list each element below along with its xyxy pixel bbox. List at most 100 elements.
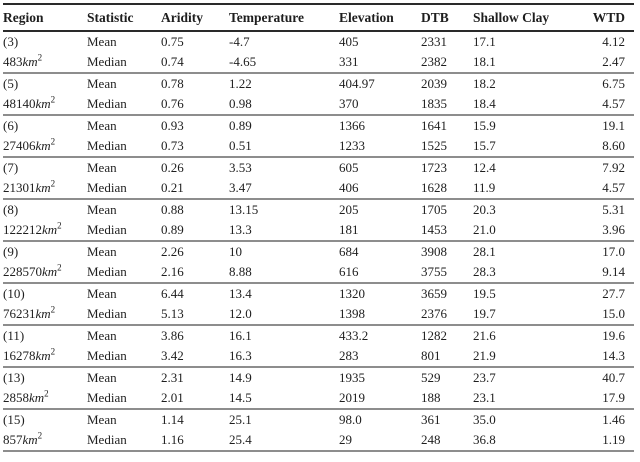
aridity-cell: 2.01 xyxy=(161,390,184,405)
elevation-cell: 1233 xyxy=(339,138,365,153)
wtd-cell: 19.6 xyxy=(579,324,634,346)
area-unit: km xyxy=(22,432,38,447)
dtb-cell: 1282 xyxy=(421,324,473,346)
area-unit: km xyxy=(42,222,58,237)
statistic-cell: Median xyxy=(87,306,127,321)
region-id-cell: (5) xyxy=(3,72,87,94)
dtb-cell: 1641 xyxy=(421,114,473,136)
elevation-cell: 283 xyxy=(339,348,359,363)
table-row: 483km2 Median 0.74 -4.65 331 2382 18.1 2… xyxy=(3,52,634,73)
area-value: 2858 xyxy=(3,390,29,405)
wtd-cell: 8.60 xyxy=(602,138,625,153)
aridity-cell: 0.88 xyxy=(161,198,229,220)
shallow-clay-cell: 35.0 xyxy=(473,408,579,430)
temperature-cell: 13.3 xyxy=(229,222,252,237)
shallow-clay-cell: 21.0 xyxy=(473,222,496,237)
elevation-cell: 684 xyxy=(339,240,421,262)
statistic-cell: Median xyxy=(87,432,127,447)
statistic-cell: Median xyxy=(87,54,127,69)
table-row: (13) Mean 2.31 14.9 1935 529 23.7 40.7 xyxy=(3,366,634,388)
table-row: (6) Mean 0.93 0.89 1366 1641 15.9 19.1 xyxy=(3,114,634,136)
elevation-cell: 1366 xyxy=(339,114,421,136)
region-area-cell: 76231km2 xyxy=(3,304,87,325)
wtd-cell: 6.75 xyxy=(579,72,634,94)
statistic-cell: Median xyxy=(87,96,127,111)
aridity-cell: 2.16 xyxy=(161,264,184,279)
aridity-cell: 6.44 xyxy=(161,282,229,304)
column-header-temperature: Temperature xyxy=(229,4,339,32)
wtd-cell: 5.31 xyxy=(579,198,634,220)
statistic-cell: Median xyxy=(87,390,127,405)
area-value: 857 xyxy=(3,432,23,447)
area-exponent: 2 xyxy=(37,52,43,63)
region-area-cell: 48140km2 xyxy=(3,94,87,115)
column-header-region: Region xyxy=(3,4,87,32)
statistic-cell: Mean xyxy=(87,324,161,346)
wtd-cell: 7.92 xyxy=(579,156,634,178)
shallow-clay-cell: 11.9 xyxy=(473,180,496,195)
area-value: 228570 xyxy=(3,264,42,279)
dtb-cell: 529 xyxy=(421,366,473,388)
table-row: (5) Mean 0.78 1.22 404.97 2039 18.2 6.75 xyxy=(3,72,634,94)
region-area-cell: 857km2 xyxy=(3,430,87,451)
temperature-cell: 13.4 xyxy=(229,282,339,304)
table-row: (9) Mean 2.26 10 684 3908 28.1 17.0 xyxy=(3,240,634,262)
wtd-cell: 15.0 xyxy=(602,306,625,321)
statistic-cell: Mean xyxy=(87,72,161,94)
statistic-cell: Median xyxy=(87,138,127,153)
elevation-cell: 1935 xyxy=(339,366,421,388)
statistic-cell: Mean xyxy=(87,408,161,430)
aridity-cell: 2.26 xyxy=(161,240,229,262)
temperature-cell: 13.15 xyxy=(229,198,339,220)
wtd-cell: 9.14 xyxy=(602,264,625,279)
temperature-cell: 10 xyxy=(229,240,339,262)
shallow-clay-cell: 20.3 xyxy=(473,198,579,220)
area-exponent: 2 xyxy=(50,178,56,189)
elevation-cell: 29 xyxy=(339,432,352,447)
region-id-cell: (6) xyxy=(3,114,87,136)
region-id-cell: (10) xyxy=(3,282,87,304)
aridity-cell: 5.13 xyxy=(161,306,184,321)
shallow-clay-cell: 23.1 xyxy=(473,390,496,405)
area-exponent: 2 xyxy=(50,346,56,357)
area-unit: km xyxy=(35,138,51,153)
header-row: Region Statistic Aridity Temperature Ele… xyxy=(3,4,634,32)
region-statistics-table: Region Statistic Aridity Temperature Ele… xyxy=(3,3,634,452)
table-row: (11) Mean 3.86 16.1 433.2 1282 21.6 19.6 xyxy=(3,324,634,346)
wtd-cell: 2.47 xyxy=(602,54,625,69)
temperature-cell: 0.89 xyxy=(229,114,339,136)
shallow-clay-cell: 28.3 xyxy=(473,264,496,279)
region-id-cell: (7) xyxy=(3,156,87,178)
region-area-cell: 27406km2 xyxy=(3,136,87,157)
statistic-cell: Mean xyxy=(87,198,161,220)
area-exponent: 2 xyxy=(50,94,56,105)
table-row: (8) Mean 0.88 13.15 205 1705 20.3 5.31 xyxy=(3,198,634,220)
dtb-cell: 361 xyxy=(421,408,473,430)
region-id-cell: (11) xyxy=(3,324,87,346)
aridity-cell: 3.42 xyxy=(161,348,184,363)
wtd-cell: 19.1 xyxy=(579,114,634,136)
statistic-cell: Median xyxy=(87,180,127,195)
wtd-cell: 1.19 xyxy=(602,432,625,447)
wtd-cell: 40.7 xyxy=(579,366,634,388)
area-exponent: 2 xyxy=(50,136,56,147)
temperature-cell: 25.4 xyxy=(229,432,252,447)
dtb-cell: 2039 xyxy=(421,72,473,94)
elevation-cell: 1320 xyxy=(339,282,421,304)
table-row: 857km2 Median 1.16 25.4 29 248 36.8 1.19 xyxy=(3,430,634,451)
elevation-cell: 370 xyxy=(339,96,359,111)
region-area-cell: 483km2 xyxy=(3,52,87,73)
dtb-cell: 801 xyxy=(421,348,441,363)
region-area-cell: 21301km2 xyxy=(3,178,87,199)
statistic-cell: Median xyxy=(87,348,127,363)
temperature-cell: 3.53 xyxy=(229,156,339,178)
aridity-cell: 3.86 xyxy=(161,324,229,346)
wtd-cell: 17.9 xyxy=(602,390,625,405)
shallow-clay-cell: 18.4 xyxy=(473,96,496,111)
aridity-cell: 0.73 xyxy=(161,138,184,153)
elevation-cell: 433.2 xyxy=(339,324,421,346)
dtb-cell: 1723 xyxy=(421,156,473,178)
table-row: 27406km2 Median 0.73 0.51 1233 1525 15.7… xyxy=(3,136,634,157)
statistic-cell: Mean xyxy=(87,282,161,304)
shallow-clay-cell: 19.5 xyxy=(473,282,579,304)
